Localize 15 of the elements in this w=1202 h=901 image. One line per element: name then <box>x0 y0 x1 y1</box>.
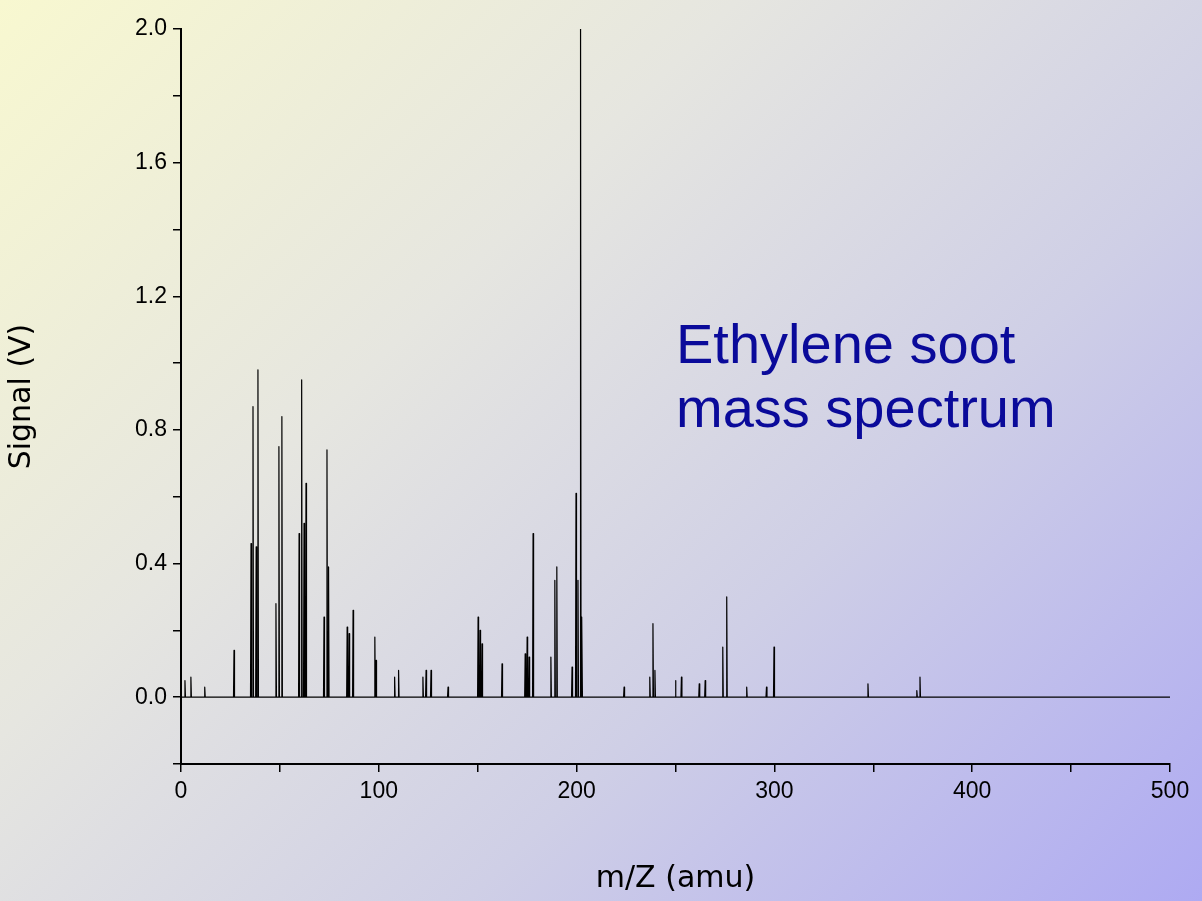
x-tick-label: 200 <box>557 777 596 804</box>
y-tick-label: 0.8 <box>135 415 167 442</box>
y-tick-label: 2.0 <box>135 14 167 41</box>
x-tick-label: 100 <box>359 777 398 804</box>
y-tick-label: 1.2 <box>135 281 167 308</box>
x-tick-label: 300 <box>755 777 794 804</box>
x-tick-label: 0 <box>174 777 188 804</box>
x-axis-title: m/Z (amu) <box>595 858 756 894</box>
y-tick-label: 0.0 <box>135 682 167 709</box>
y-tick-label: 0.4 <box>135 548 168 575</box>
y-tick-label: 1.6 <box>135 147 167 174</box>
annotation: Ethylene soot mass spectrum <box>676 312 1057 440</box>
x-tick-label: 500 <box>1150 777 1190 804</box>
y-axis-title: Signal (V) <box>1 323 37 470</box>
x-tick-label: 400 <box>953 777 992 804</box>
